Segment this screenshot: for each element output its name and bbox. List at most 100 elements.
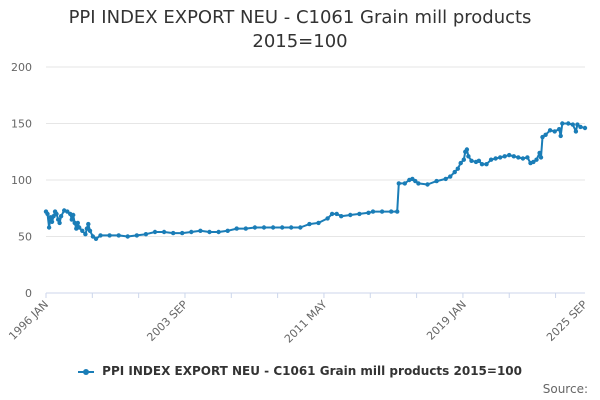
legend[interactable]: PPI INDEX EXPORT NEU - C1061 Grain mill … [0,364,600,378]
data-point[interactable] [484,162,489,167]
data-point[interactable] [69,217,75,222]
data-point[interactable] [557,127,562,132]
data-point[interactable] [516,155,521,160]
data-point[interactable] [370,209,376,214]
data-point[interactable] [252,225,258,230]
data-point[interactable] [531,159,536,165]
data-point[interactable] [511,154,516,159]
data-point[interactable] [57,220,62,226]
data-point[interactable] [560,121,565,126]
data-point[interactable] [570,122,575,127]
data-point[interactable] [72,220,77,226]
data-point[interactable] [416,181,421,186]
data-point[interactable] [329,211,335,217]
data-point[interactable] [134,233,139,238]
data-point[interactable] [537,150,542,156]
data-point[interactable] [578,124,583,130]
data-point[interactable] [189,229,194,235]
data-point[interactable] [357,211,362,217]
data-point[interactable] [46,225,52,230]
data-point[interactable] [87,228,93,233]
data-point[interactable] [84,226,90,231]
data-point[interactable] [54,211,59,217]
data-point[interactable] [448,174,453,179]
data-point[interactable] [171,230,176,236]
data-point[interactable] [573,129,579,134]
data-point[interactable] [339,214,344,219]
data-point[interactable] [464,147,470,152]
data-point[interactable] [98,233,103,238]
data-point[interactable] [479,162,485,167]
data-point[interactable] [334,211,339,217]
data-point[interactable] [389,209,394,214]
data-point[interactable] [348,212,353,218]
data-point[interactable] [469,158,474,163]
data-point[interactable] [538,155,544,160]
data-point[interactable] [525,155,530,160]
data-point[interactable] [280,225,285,230]
data-point[interactable] [45,211,50,217]
data-point[interactable] [198,228,203,233]
data-point[interactable] [534,157,539,162]
data-point[interactable] [325,216,330,221]
data-point[interactable] [316,220,321,226]
data-point[interactable] [71,212,76,218]
data-point[interactable] [547,128,553,133]
data-point[interactable] [116,233,121,238]
data-point[interactable] [379,209,385,214]
data-point[interactable] [575,122,580,127]
data-point[interactable] [49,219,55,224]
data-point[interactable] [443,176,448,182]
data-point[interactable] [261,225,267,230]
data-point[interactable] [520,156,526,161]
data-point[interactable] [207,229,212,235]
data-point[interactable] [452,169,457,175]
data-point[interactable] [395,209,400,214]
data-point[interactable] [216,229,221,235]
data-point[interactable] [80,228,85,233]
data-point[interactable] [180,230,185,236]
data-point[interactable] [93,236,99,241]
data-point[interactable] [543,132,548,137]
data-point[interactable] [413,178,418,184]
data-point[interactable] [83,232,88,237]
data-point[interactable] [125,234,130,239]
data-point[interactable] [161,229,167,235]
data-point[interactable] [461,157,466,162]
data-point[interactable] [425,182,430,187]
data-point[interactable] [77,225,82,230]
data-point[interactable] [488,157,494,162]
data-point[interactable] [455,166,460,171]
data-point[interactable] [434,178,439,184]
data-point[interactable] [540,134,545,140]
data-point[interactable] [566,121,571,126]
data-point[interactable] [56,217,61,222]
data-point[interactable] [502,154,507,159]
data-point[interactable] [307,221,312,227]
data-point[interactable] [498,155,503,160]
data-point[interactable] [107,233,112,238]
data-point[interactable] [152,229,158,235]
data-point[interactable] [396,181,401,186]
data-point[interactable] [402,181,407,186]
data-point[interactable] [86,221,91,227]
data-point[interactable] [225,228,230,233]
data-point[interactable] [243,226,248,231]
data-point[interactable] [366,210,371,215]
data-point[interactable] [552,129,557,134]
data-point[interactable] [466,154,471,159]
data-point[interactable] [75,220,81,226]
data-point[interactable] [507,152,512,158]
data-point[interactable] [558,133,563,139]
data-point[interactable] [143,232,149,237]
data-point[interactable] [298,225,303,230]
data-point[interactable] [458,160,463,166]
data-point[interactable] [289,225,294,230]
data-point[interactable] [493,156,498,161]
data-point[interactable] [476,158,482,163]
data-point[interactable] [270,225,276,230]
data-point[interactable] [234,226,239,231]
data-point[interactable] [582,125,588,131]
data-point[interactable] [90,234,96,239]
credits[interactable]: Source: [542,382,588,396]
